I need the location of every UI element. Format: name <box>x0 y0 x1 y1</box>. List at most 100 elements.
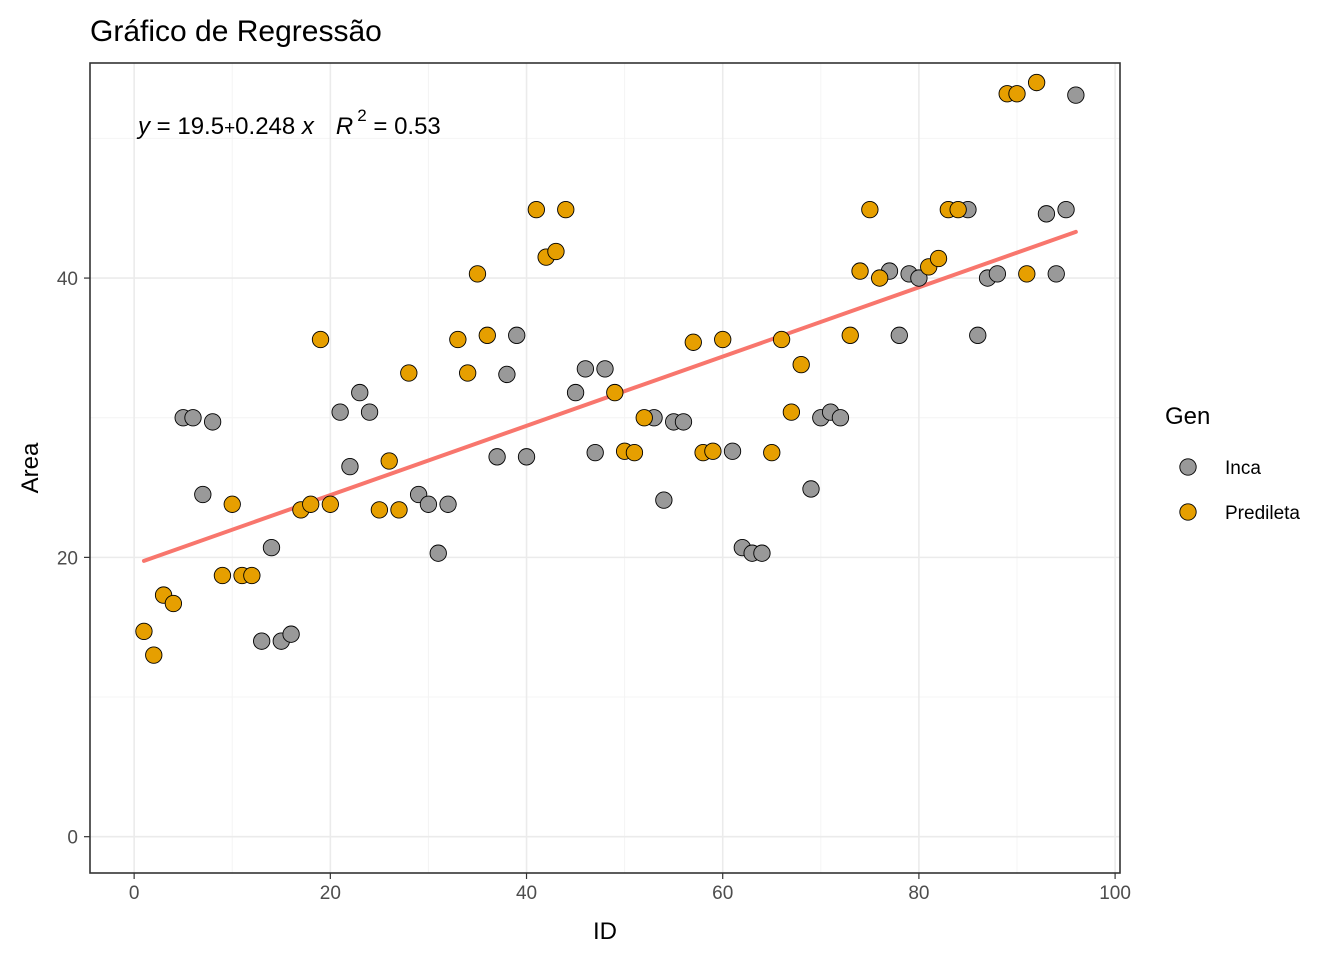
panel-border <box>89 62 1121 874</box>
data-point-inca <box>576 360 595 378</box>
data-point-predileta <box>606 383 624 402</box>
data-point-inca <box>419 495 438 513</box>
data-point-inca <box>723 442 742 460</box>
data-point-inca <box>262 538 281 557</box>
data-point-inca <box>429 544 447 562</box>
chart-title: Gráfico de Regressão <box>90 15 382 48</box>
data-point-inca <box>802 480 820 498</box>
data-point-predileta <box>1008 85 1026 103</box>
data-point-predileta <box>370 501 389 519</box>
data-point-inca <box>988 265 1007 283</box>
data-point-inca <box>253 632 271 650</box>
data-point-predileta <box>223 495 241 513</box>
data-point-inca <box>203 413 222 431</box>
equation-slope: 0.248 <box>235 113 302 140</box>
equation-plus: + <box>224 118 235 139</box>
data-point-predileta <box>841 326 859 344</box>
data-point-inca <box>910 269 928 287</box>
data-point-predileta <box>714 330 732 349</box>
legend-label: Predileta <box>1225 503 1300 524</box>
data-point-inca <box>282 625 300 643</box>
x-tick-label: 20 <box>320 883 341 904</box>
data-point-predileta <box>400 364 418 382</box>
data-point-inca <box>508 326 526 344</box>
data-point-inca <box>341 457 359 476</box>
data-point-inca <box>753 544 771 562</box>
data-point-predileta <box>311 330 330 349</box>
data-point-inca <box>566 383 585 402</box>
y-axis-title: Area <box>17 442 44 493</box>
x-tick-label: 60 <box>712 883 733 904</box>
data-point-predileta <box>145 646 163 664</box>
data-point-predileta <box>527 200 545 219</box>
data-point-inca <box>655 491 673 509</box>
data-point-inca <box>360 403 379 421</box>
data-point-inca <box>184 409 202 427</box>
data-point-predileta <box>547 242 565 261</box>
x-tick-label: 80 <box>908 883 929 904</box>
data-point-predileta <box>243 566 261 585</box>
data-point-predileta <box>459 364 477 382</box>
x-tick-label: 40 <box>516 883 537 904</box>
data-point-predileta <box>468 265 487 283</box>
equation-intercept: = 19.5 <box>150 113 224 140</box>
data-point-predileta <box>861 200 879 219</box>
data-point-inca <box>596 360 614 378</box>
data-point-predileta <box>763 443 781 462</box>
data-point-predileta <box>380 452 398 470</box>
data-point-predileta <box>782 403 801 421</box>
legend-label: Inca <box>1225 458 1261 479</box>
data-point-inca <box>586 443 604 462</box>
x-tick-label: 100 <box>1099 883 1131 904</box>
data-point-predileta <box>390 501 408 519</box>
legend: Gen Inca Predileta <box>1165 403 1300 524</box>
data-point-inca <box>331 403 349 421</box>
data-point-inca <box>1047 265 1065 283</box>
data-point-predileta <box>449 330 467 349</box>
data-point-predileta <box>772 330 791 349</box>
data-point-predileta <box>213 566 232 585</box>
legend-key-predileta <box>1179 503 1197 521</box>
data-point-predileta <box>871 269 889 287</box>
data-point-predileta <box>851 262 869 280</box>
data-point-predileta <box>1027 73 1046 92</box>
data-point-predileta <box>792 356 810 374</box>
data-point-predileta <box>704 442 722 460</box>
y-tick-label: 0 <box>67 828 78 849</box>
y-tick-label: 40 <box>57 269 78 290</box>
legend-title: Gen <box>1165 403 1210 430</box>
data-point-inca <box>969 326 987 344</box>
data-point-inca <box>1037 205 1056 223</box>
data-point-predileta <box>684 333 702 351</box>
major-gridlines <box>90 63 1120 873</box>
data-point-predileta <box>557 200 575 219</box>
data-point-inca <box>517 448 536 466</box>
data-point-predileta <box>302 495 320 513</box>
data-point-inca <box>1067 86 1085 104</box>
data-point-predileta <box>135 622 153 641</box>
legend-key-inca <box>1179 458 1197 476</box>
plot-panel <box>90 63 1120 873</box>
data-point-inca <box>1057 200 1075 219</box>
data-point-predileta <box>625 443 644 462</box>
data-point-inca <box>439 495 457 513</box>
data-point-inca <box>351 383 369 402</box>
y-axis: 0 20 40 <box>57 269 90 849</box>
r-squared-value: = 0.53 <box>367 113 441 140</box>
r-squared-symbol: R <box>336 113 353 140</box>
minor-gridlines <box>90 63 1120 873</box>
data-point-predileta <box>929 249 948 268</box>
equation-x: x <box>301 113 315 140</box>
equation-y: y <box>136 113 152 140</box>
legend-entries: Inca Predileta <box>1179 458 1300 524</box>
data-point-inca <box>498 365 516 384</box>
data-point-predileta <box>949 200 967 219</box>
x-tick-label: 0 <box>129 883 140 904</box>
data-point-predileta <box>321 495 339 513</box>
scatter-points <box>135 73 1085 664</box>
x-axis: 0 20 40 60 80 100 <box>129 873 1131 904</box>
data-point-predileta <box>1018 265 1036 283</box>
data-point-predileta <box>164 594 183 613</box>
